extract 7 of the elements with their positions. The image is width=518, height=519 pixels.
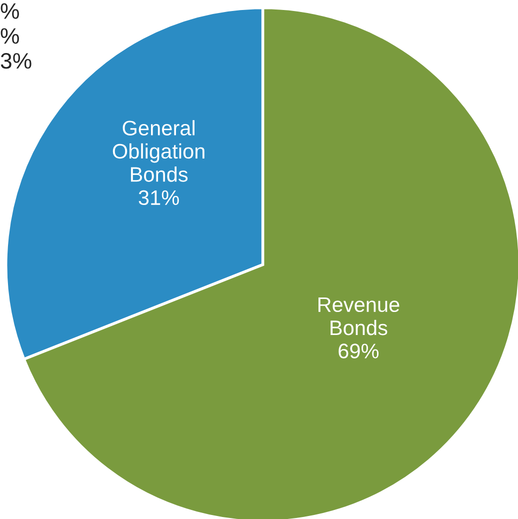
text: %	[0, 3, 19, 19]
data-label: 69%	[338, 344, 379, 358]
data-label: 31%	[138, 190, 179, 206]
text: %	[0, 28, 19, 44]
text: 3%	[0, 53, 32, 69]
slice-label: General Obligation Bonds	[112, 120, 204, 182]
slice-label: Revenue Bonds	[318, 297, 400, 336]
